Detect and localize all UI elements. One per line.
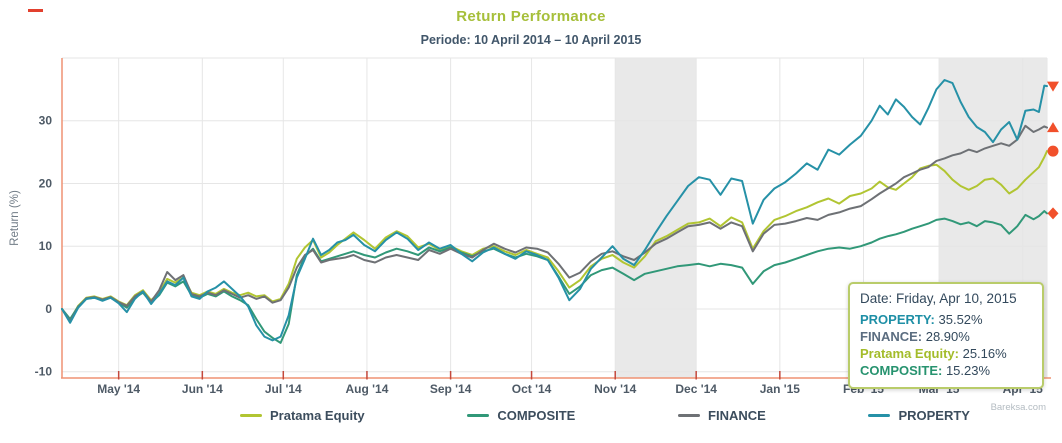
legend-label: Pratama Equity	[270, 408, 365, 423]
x-tick-label: Jan '15	[760, 382, 801, 396]
x-tick-label: Aug '14	[346, 382, 389, 396]
x-tick-label: May '14	[97, 382, 140, 396]
chart-legend: Pratama Equity COMPOSITE FINANCE PROPERTY	[240, 408, 970, 423]
legend-item-finance[interactable]: FINANCE	[678, 408, 766, 423]
legend-swatch	[240, 414, 262, 417]
end-marker-triangle-up[interactable]	[1047, 122, 1059, 133]
series-line-property[interactable]	[61, 79, 1048, 342]
tooltip-series-label: Pratama Equity:	[860, 346, 959, 361]
x-tick-label: Dec '14	[675, 382, 717, 396]
chart-tooltip: Date: Friday, Apr 10, 2015 PROPERTY: 35.…	[848, 282, 1044, 389]
legend-label: COMPOSITE	[497, 408, 576, 423]
x-tick-label: Jul '14	[265, 382, 302, 396]
chart-title: Return Performance	[456, 8, 606, 25]
chart-subtitle: Periode: 10 April 2014 – 10 April 2015	[420, 33, 642, 47]
x-tick-label: Jun '14	[182, 382, 223, 396]
y-tick-label: -10	[35, 365, 53, 379]
end-marker-triangle-down[interactable]	[1047, 81, 1059, 92]
legend-item-pratama-equity[interactable]: Pratama Equity	[240, 408, 365, 423]
tooltip-series-value: 28.90%	[922, 329, 970, 344]
tooltip-series-value: 35.52%	[934, 312, 983, 327]
x-tick-label: Nov '14	[594, 382, 637, 396]
y-tick-label: 20	[39, 176, 53, 190]
y-tick-label: 30	[39, 114, 53, 128]
y-tick-label: 0	[45, 302, 52, 316]
red-dash-marker	[28, 9, 43, 12]
tooltip-row-pratama-equity: Pratama Equity: 25.16%	[860, 345, 1032, 362]
x-tick-label: Sep '14	[430, 382, 472, 396]
tooltip-series-label: COMPOSITE:	[860, 363, 943, 378]
tooltip-series-value: 15.23%	[942, 363, 991, 378]
tooltip-series-label: PROPERTY:	[860, 312, 935, 327]
tooltip-series-value: 25.16%	[958, 346, 1007, 361]
watermark: Bareksa.com	[990, 402, 1046, 413]
legend-label: FINANCE	[708, 408, 766, 423]
legend-swatch	[678, 414, 701, 417]
legend-swatch	[868, 414, 891, 417]
tooltip-row-finance: FINANCE: 28.90%	[860, 328, 1032, 345]
tooltip-row-property: PROPERTY: 35.52%	[860, 311, 1032, 328]
legend-item-property[interactable]: PROPERTY	[868, 408, 970, 423]
y-tick-label: 10	[39, 239, 53, 253]
tooltip-date: Date: Friday, Apr 10, 2015	[860, 291, 1017, 306]
legend-label: PROPERTY	[898, 408, 970, 423]
end-marker-diamond[interactable]	[1047, 207, 1059, 220]
legend-swatch	[467, 414, 490, 417]
tooltip-series-label: FINANCE:	[860, 329, 923, 344]
x-tick-label: Oct '14	[512, 382, 552, 396]
legend-item-composite[interactable]: COMPOSITE	[467, 408, 575, 423]
tooltip-row-composite: COMPOSITE: 15.23%	[860, 362, 1032, 379]
plot-band	[615, 58, 697, 378]
end-marker-circle[interactable]	[1047, 145, 1059, 157]
